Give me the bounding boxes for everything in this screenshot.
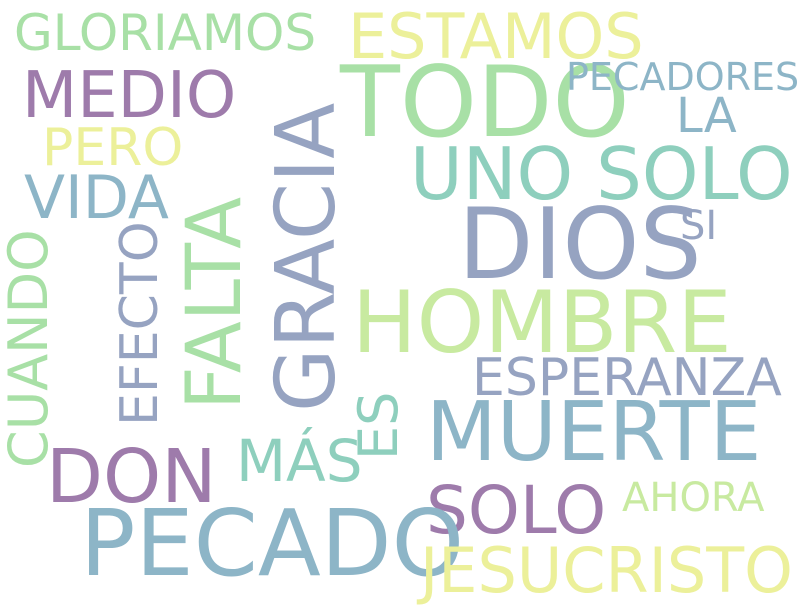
- word-gracia: GRACIA: [259, 102, 354, 412]
- word-hombre: HOMBRE: [352, 273, 732, 373]
- word-ahora: AHORA: [622, 475, 765, 521]
- word-pecadores: PECADORES: [566, 55, 800, 99]
- word-falta: FALTA: [169, 196, 258, 410]
- word-es: ES: [347, 391, 410, 460]
- word-vida: VIDA: [24, 163, 169, 233]
- word-dios: DIOS: [458, 188, 702, 302]
- word-pecado: PECADO: [80, 490, 465, 597]
- word-solo: SOLO: [426, 472, 607, 549]
- word-todo: TODO: [340, 46, 630, 160]
- word-pero: PERO: [42, 118, 184, 178]
- word-si: SI: [680, 203, 718, 249]
- word-jesucristo: JESUCRISTO: [420, 534, 793, 607]
- word-muerte: MUERTE: [426, 385, 762, 480]
- word-gloriamos: GLORIAMOS: [14, 4, 317, 62]
- word-medio: MEDIO: [22, 59, 237, 133]
- word-cuando: CUANDO: [0, 229, 60, 468]
- word-estamos: ESTAMOS: [348, 0, 644, 73]
- word-don: DON: [46, 434, 217, 520]
- word-mas: MÁS: [236, 427, 363, 495]
- word-uno-solo: UNO SOLO: [410, 132, 793, 216]
- word-efecto: EFECTO: [110, 221, 170, 426]
- word-la: LA: [676, 88, 737, 144]
- word-esperanza: ESPERANZA: [472, 348, 782, 408]
